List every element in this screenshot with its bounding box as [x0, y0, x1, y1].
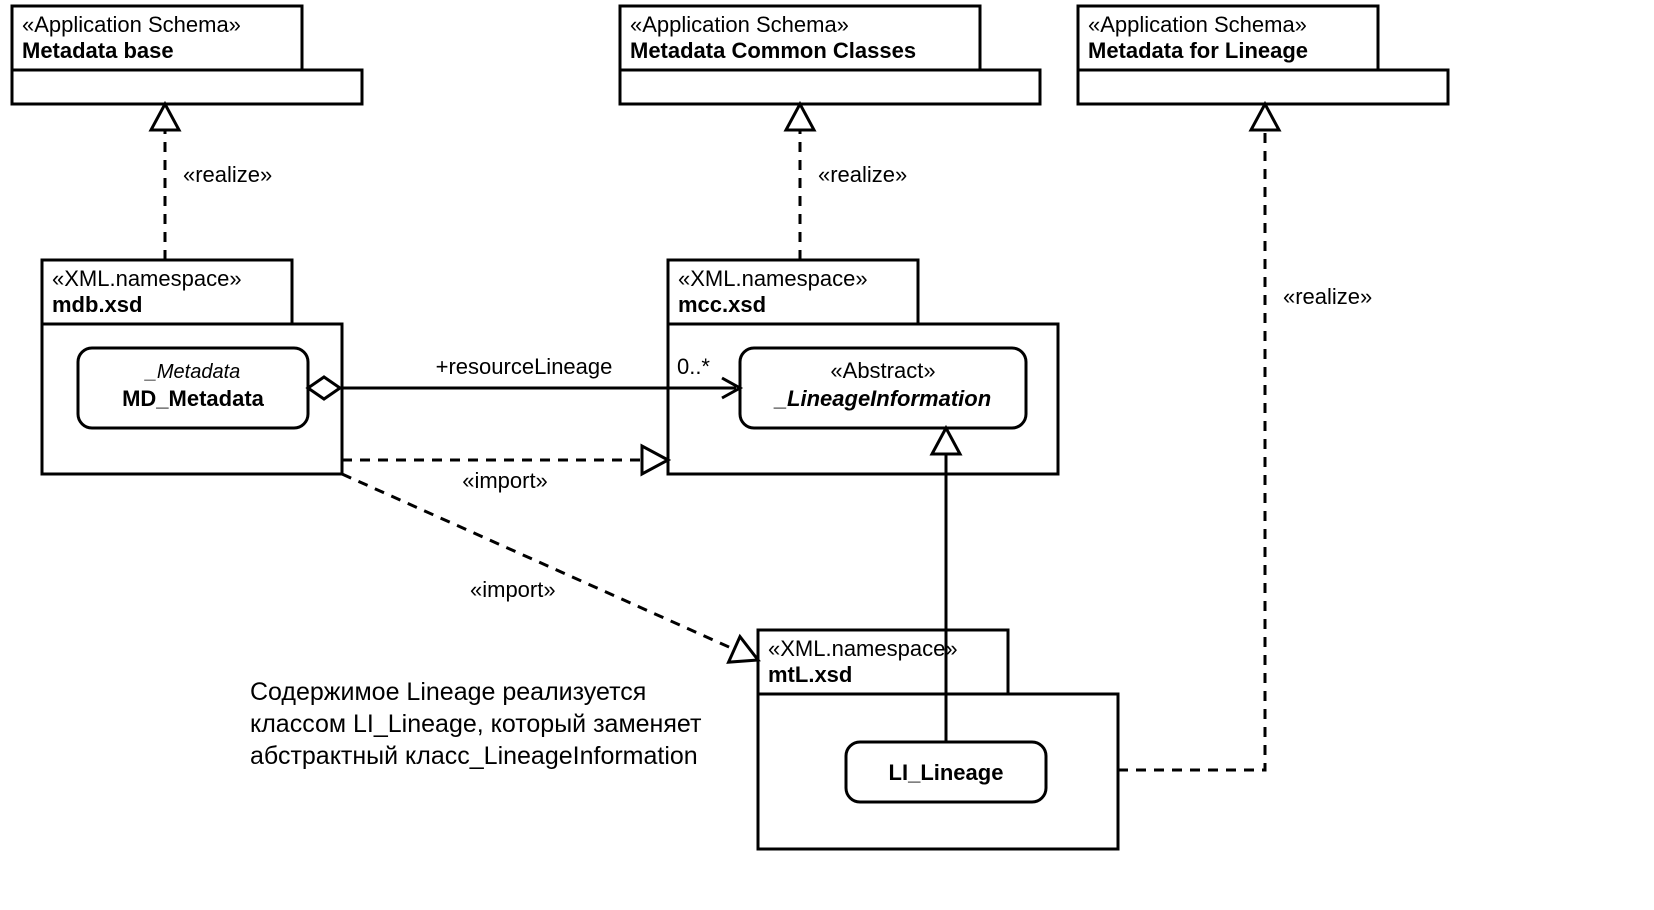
- package-stereotype: «Application Schema»: [22, 12, 241, 37]
- package-stereotype: «Application Schema»: [1088, 12, 1307, 37]
- note-line: абстрактный класс_LineageInformation: [250, 742, 698, 770]
- svg-text:+resourceLineage: +resourceLineage: [436, 354, 613, 379]
- svg-text:«import»: «import»: [462, 468, 548, 493]
- package-stereotype: «XML.namespace»: [768, 636, 958, 661]
- svg-text:«import»: «import»: [470, 577, 556, 602]
- package-stereotype: «XML.namespace»: [52, 266, 242, 291]
- package-name: mcc.xsd: [678, 292, 766, 317]
- package-name: Metadata for Lineage: [1088, 38, 1308, 63]
- note-line: Содержимое Lineage реализуется: [250, 678, 646, 706]
- svg-text:«realize»: «realize»: [183, 162, 272, 187]
- svg-text:«realize»: «realize»: [1283, 284, 1372, 309]
- svg-text:LI_Lineage: LI_Lineage: [889, 760, 1004, 785]
- svg-text:_LineageInformation: _LineageInformation: [773, 386, 991, 411]
- svg-text:MD_Metadata: MD_Metadata: [122, 386, 265, 411]
- package-stereotype: «XML.namespace»: [678, 266, 868, 291]
- svg-text:«Abstract»: «Abstract»: [830, 358, 935, 383]
- note-line: классом LI_Lineage, который заменяет: [250, 710, 702, 738]
- svg-text:«realize»: «realize»: [818, 162, 907, 187]
- package-stereotype: «Application Schema»: [630, 12, 849, 37]
- package-name: mdb.xsd: [52, 292, 142, 317]
- package-name: mtL.xsd: [768, 662, 852, 687]
- package-name: Metadata Common Classes: [630, 38, 916, 63]
- svg-text:0..*: 0..*: [677, 354, 710, 379]
- package-name: Metadata base: [22, 38, 174, 63]
- svg-text:_Metadata: _Metadata: [144, 361, 241, 383]
- diagram-canvas: «Application Schema»Metadata base«Applic…: [0, 0, 1654, 910]
